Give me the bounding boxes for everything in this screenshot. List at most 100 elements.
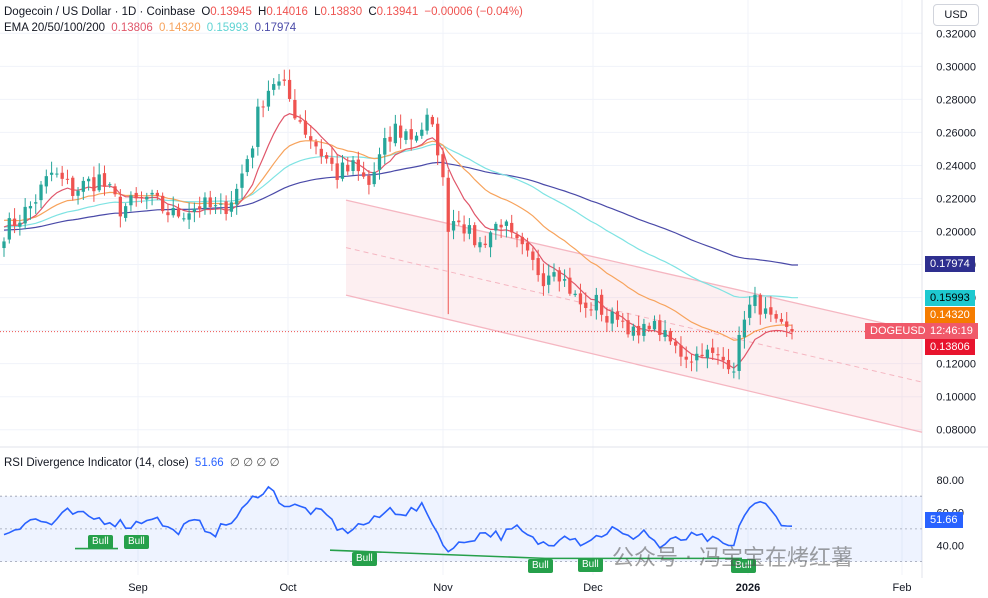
x-label-2026: 2026: [735, 582, 761, 594]
candle-body: [774, 314, 778, 319]
price-axis[interactable]: 0.32000 0.30000 0.28000 0.26000 0.24000 0.220…: [936, 28, 976, 436]
candle-body: [208, 197, 212, 208]
candle-body: [446, 177, 450, 232]
candle-body: [377, 154, 382, 170]
candle-body: [388, 136, 392, 142]
candle-body: [599, 294, 604, 315]
channel-lower: [345, 294, 923, 433]
candle-body: [515, 234, 519, 239]
candle-body: [319, 148, 323, 157]
candle-body: [700, 354, 704, 357]
candle-body: [240, 173, 244, 188]
low-value: 0.13830: [320, 6, 363, 18]
candle-body: [705, 349, 710, 359]
bull-label: Bull: [528, 559, 553, 573]
candle-body: [34, 202, 38, 204]
candle-body: [309, 136, 313, 141]
candle-body: [71, 177, 75, 196]
candle-body: [187, 213, 191, 220]
candle-body: [473, 225, 477, 246]
candle-body: [711, 347, 715, 353]
rsi-pane: [0, 485, 922, 563]
ema-legend: EMA 20/50/100/200 0.13806 0.14320 0.1599…: [4, 22, 299, 34]
candle-body: [721, 356, 725, 361]
low-label: L: [314, 6, 321, 18]
candle-body: [287, 79, 292, 99]
candle-body: [594, 294, 598, 311]
candle-body: [346, 164, 350, 172]
descending-channel: [345, 199, 923, 433]
candle-body: [758, 295, 762, 315]
candle-body: [525, 242, 530, 251]
candle-body: [356, 159, 360, 172]
ema50-value: 0.14320: [159, 22, 201, 34]
candle-body: [626, 320, 630, 335]
countdown-tag: 12:46:19: [925, 323, 978, 339]
candle-body: [65, 178, 70, 180]
candle-body: [488, 232, 493, 248]
candle-body: [18, 222, 22, 227]
y-tick-label: 0.12000: [936, 359, 976, 371]
candle-body: [213, 205, 218, 207]
bull-label: Bull: [124, 535, 149, 549]
candle-body: [145, 196, 149, 200]
candle-body: [668, 331, 673, 342]
candle-body: [716, 354, 720, 356]
candle-body: [658, 320, 662, 335]
y-tick-label: 0.26000: [936, 127, 976, 139]
candle-body: [335, 163, 339, 180]
close-value: 0.13941: [376, 6, 419, 18]
candle-body: [674, 341, 678, 346]
ema100-value: 0.15993: [206, 22, 249, 34]
channel-fill: [346, 200, 922, 433]
candle-body: [552, 272, 556, 277]
rsi-value: 51.66: [194, 457, 224, 469]
candle-body: [229, 202, 234, 212]
candle-body: [457, 220, 461, 223]
candle-body: [494, 223, 498, 231]
candle-body: [404, 131, 408, 140]
high-value: 0.14016: [266, 6, 308, 18]
candle-body: [203, 197, 207, 210]
y-tick-label: 0.20000: [936, 227, 976, 239]
candle-body: [219, 203, 223, 205]
candle-body: [44, 176, 48, 187]
candle-body: [684, 356, 688, 360]
candle-body: [785, 321, 789, 327]
candle-body: [340, 162, 345, 179]
candle-body: [155, 192, 160, 197]
candle-body: [441, 154, 445, 178]
bull-label: Bull: [731, 559, 756, 573]
currency-button[interactable]: USD: [933, 4, 979, 26]
candle-body: [652, 320, 657, 330]
candle-body: [245, 159, 249, 173]
x-label-dec: Dec: [583, 582, 603, 594]
ema-label: EMA 20/50/100/200: [4, 22, 106, 34]
candle-body: [732, 371, 736, 373]
y-tick-label: 0.22000: [936, 193, 976, 205]
rsi-tick-label: 40.00: [936, 540, 964, 552]
candle-body: [763, 308, 768, 314]
candle-body: [621, 320, 625, 322]
open-value: 0.13945: [210, 6, 252, 18]
candle-body: [647, 325, 651, 330]
candle-body: [451, 221, 456, 231]
candle-body: [483, 243, 487, 246]
candle-body: [737, 334, 741, 371]
candle-body: [610, 311, 614, 324]
ema200-line: [3, 161, 798, 266]
candle-body: [462, 224, 466, 234]
candle-body: [272, 84, 276, 90]
divergence-line: [329, 549, 546, 560]
candle-body: [557, 270, 561, 282]
candle-body: [76, 190, 80, 196]
candle-body: [636, 325, 641, 336]
candle-body: [679, 345, 683, 357]
candle-body: [748, 304, 752, 318]
candle-body: [261, 106, 265, 108]
candle-body: [436, 123, 440, 156]
rsi-value-tag: 51.66: [925, 512, 963, 528]
candle-body: [182, 218, 186, 220]
y-tick-label: 0.28000: [936, 94, 976, 106]
